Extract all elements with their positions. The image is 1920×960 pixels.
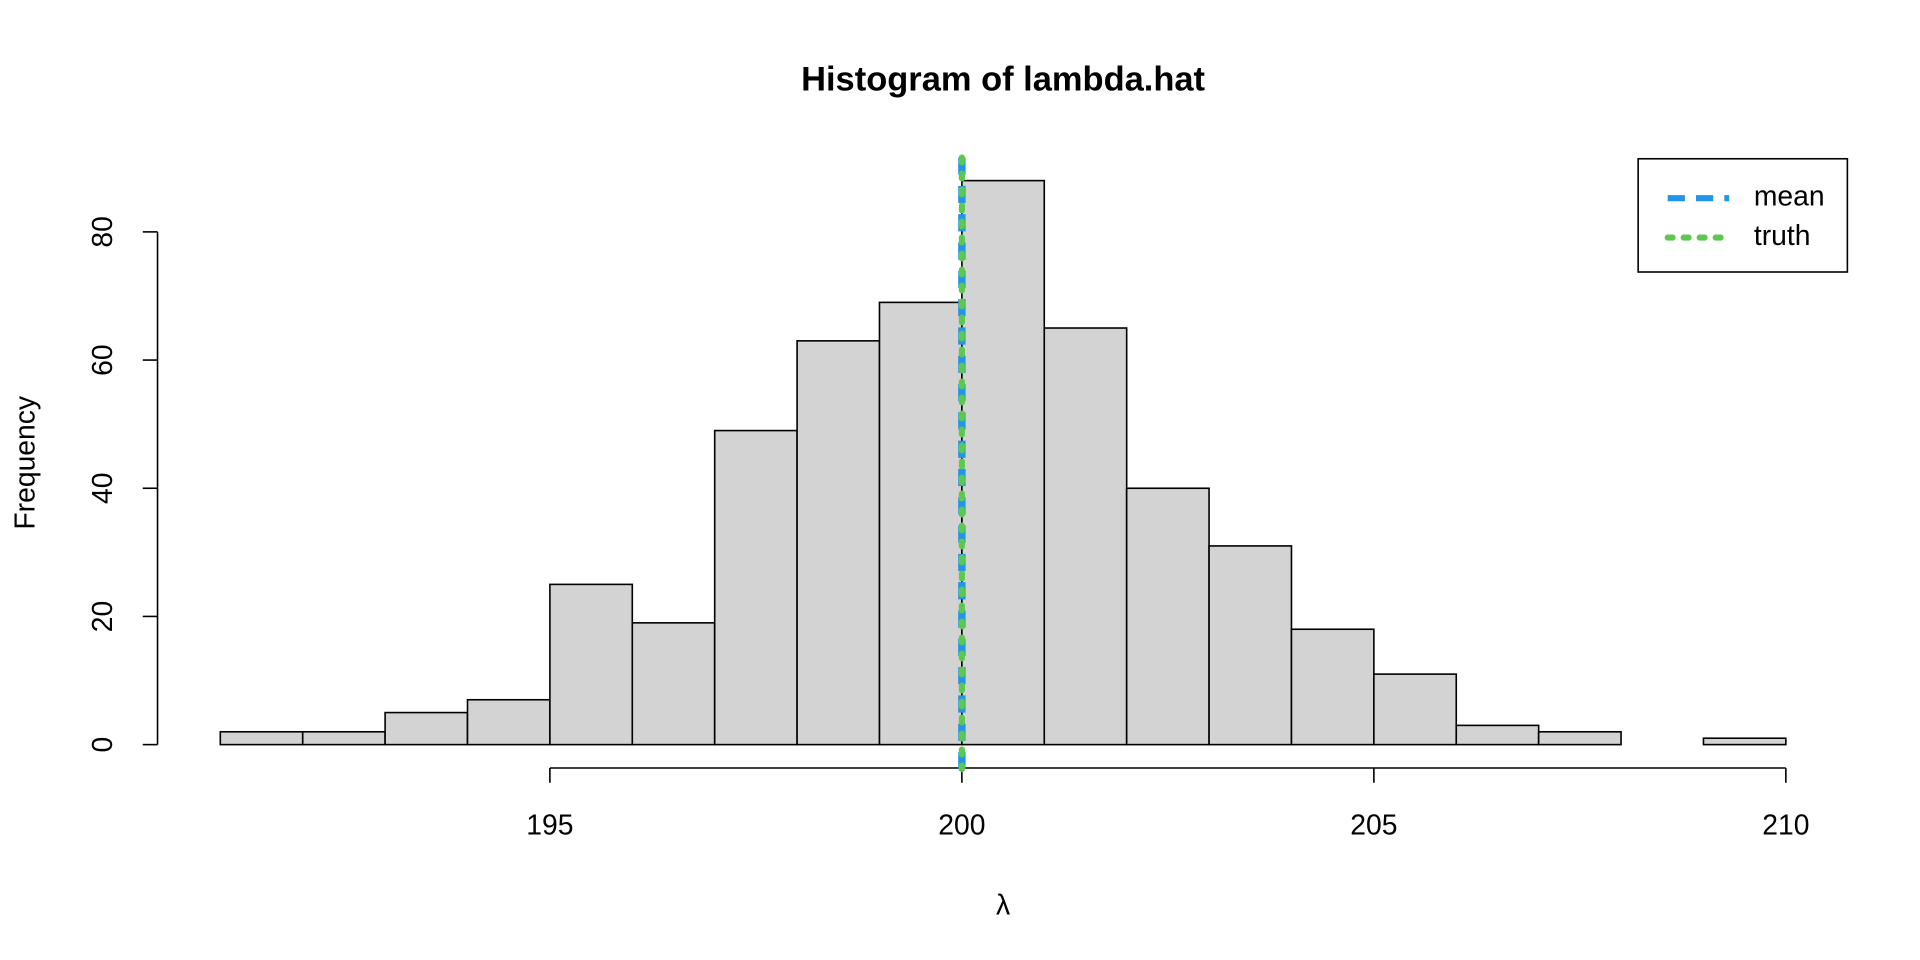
bar — [713, 429, 798, 746]
bar — [1043, 327, 1128, 746]
bar — [1702, 737, 1787, 746]
bar — [1373, 673, 1458, 746]
bar — [1125, 487, 1210, 746]
x-axis-label: λ — [996, 889, 1010, 921]
y-tick-label: 40 — [86, 473, 118, 504]
x-tick-label: 205 — [1350, 809, 1397, 841]
x-tick-label: 210 — [1762, 809, 1809, 841]
bar — [219, 730, 304, 746]
x-tick-label: 195 — [526, 809, 573, 841]
y-tick-label: 20 — [86, 601, 118, 632]
chart-title: Histogram of lambda.hat — [801, 60, 1205, 98]
legend: mean truth — [1637, 157, 1849, 273]
bar — [878, 301, 963, 746]
bar — [384, 711, 469, 746]
y-tick-label: 80 — [86, 216, 118, 247]
bar — [466, 698, 551, 746]
legend-label: truth — [1754, 219, 1811, 251]
legend-label: mean — [1754, 180, 1825, 212]
bar — [1455, 724, 1540, 746]
y-tick-label: 0 — [86, 737, 118, 753]
x-tick-label: 200 — [938, 809, 985, 841]
y-axis-label: Frequency — [9, 395, 41, 530]
bar — [796, 340, 881, 746]
bar — [1208, 545, 1293, 746]
bar — [961, 179, 1046, 746]
bar — [301, 730, 386, 746]
y-tick-label: 60 — [86, 344, 118, 375]
legend-box — [1637, 157, 1849, 273]
bar — [631, 622, 716, 746]
bar — [1290, 628, 1375, 746]
bar — [549, 583, 634, 746]
bar — [1537, 730, 1622, 746]
